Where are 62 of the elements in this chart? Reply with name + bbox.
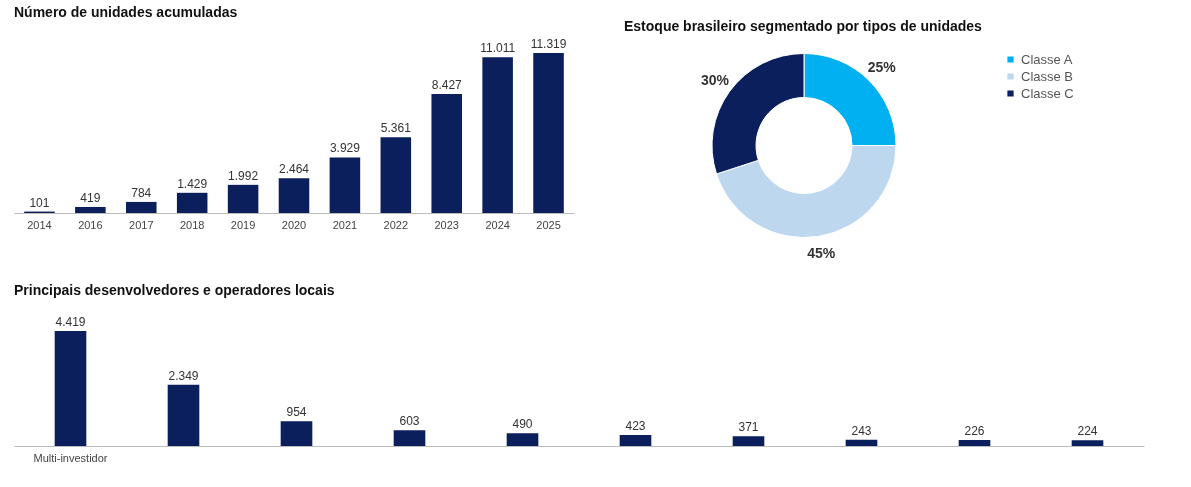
x-tick-label: 2021 [332, 218, 358, 231]
legend-label: Classe B [1021, 68, 1074, 84]
bar [380, 137, 412, 213]
bar [167, 384, 200, 446]
bar [176, 192, 208, 213]
bar [845, 439, 878, 446]
data-label: 1.429 [177, 176, 208, 191]
bar [482, 57, 513, 213]
data-label: 25% [867, 58, 897, 75]
bar [75, 207, 106, 213]
bar [126, 201, 157, 213]
bar [506, 433, 539, 446]
legend-label: Classe A [1021, 51, 1073, 67]
bar [227, 184, 259, 213]
data-label: 2.464 [278, 162, 310, 177]
x-tick-label: 2016 [78, 218, 103, 231]
data-label: 11.319 [530, 37, 567, 51]
x-tick-label: 2020 [281, 218, 307, 231]
bar [732, 436, 765, 446]
bar [54, 331, 87, 446]
chart-title: Principais desenvolvedores e operadores locais [14, 282, 335, 298]
bar [278, 178, 310, 213]
x-tick-label: 2018 [179, 218, 205, 231]
data-label: 226 [964, 424, 985, 439]
bar [431, 93, 462, 213]
data-label: 5.361 [380, 121, 412, 136]
bar [280, 421, 313, 446]
data-label: 603 [399, 414, 420, 429]
data-label: 954 [286, 405, 307, 420]
bar [1071, 440, 1104, 446]
x-tick-label: Multi-investidor [33, 451, 108, 464]
x-tick-label: 2024 [485, 218, 510, 231]
bar [329, 157, 361, 213]
bar [958, 440, 991, 446]
x-tick-label: 2019 [230, 218, 256, 231]
legend-label: Classe C [1021, 85, 1074, 101]
x-tick-label: 2017 [129, 218, 154, 231]
data-label: 371 [738, 420, 759, 435]
x-tick-label: 2025 [536, 218, 561, 231]
bar [393, 430, 426, 446]
chart-title: Número de unidades acumuladas [14, 4, 238, 20]
data-label: 2.349 [168, 368, 199, 383]
data-label: 30% [700, 71, 730, 88]
data-label: 8.427 [431, 77, 463, 92]
data-label: 224 [1077, 424, 1098, 439]
x-tick-label: 2022 [383, 218, 409, 231]
x-tick-label: 2014 [27, 218, 52, 231]
bar [619, 434, 652, 446]
chart-title: Estoque brasileiro segmentado por tipos de unidades [624, 17, 983, 34]
data-label: 490 [512, 417, 533, 432]
data-label: 101 [29, 195, 50, 210]
x-tick-label: 2023 [434, 218, 459, 231]
data-label: 784 [131, 185, 152, 200]
data-label: 45% [807, 245, 836, 262]
data-label: 1.992 [228, 168, 259, 183]
data-label: 423 [625, 418, 646, 433]
data-label: 419 [80, 191, 101, 206]
data-label: 11.011 [480, 41, 516, 56]
bar [533, 53, 564, 213]
data-label: 3.929 [329, 141, 361, 156]
data-label: 4.419 [55, 315, 86, 329]
data-label: 243 [851, 423, 872, 438]
